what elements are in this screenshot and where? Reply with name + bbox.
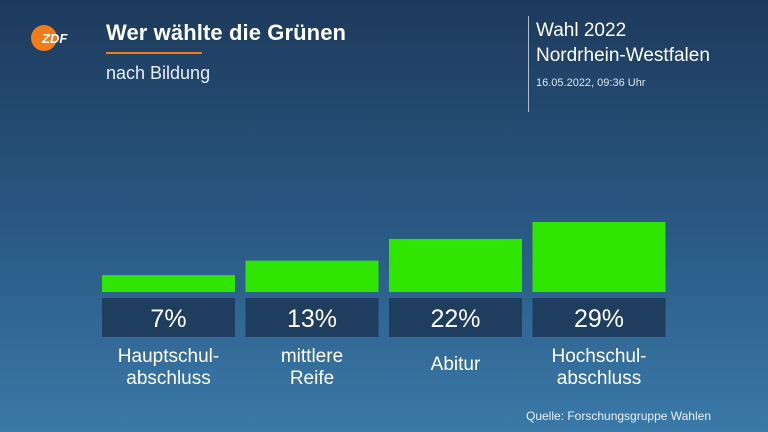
bar [102, 275, 235, 292]
election-name: Wahl 2022 [536, 20, 627, 41]
chart-subtitle: nach Bildung [106, 63, 211, 83]
value-label: 22% [430, 305, 480, 333]
bar [245, 260, 379, 292]
zdf-logo: ZDF [31, 25, 68, 51]
value-label-box [102, 298, 235, 337]
logo-text: ZDF [41, 31, 68, 46]
header-divider [528, 16, 529, 112]
category-label: abschluss [126, 368, 211, 389]
category-label: Reife [290, 368, 334, 389]
value-label-box [389, 298, 522, 337]
value-label: 7% [150, 305, 186, 333]
category-label: Hauptschul- [118, 346, 219, 367]
category-label: Abitur [431, 354, 481, 375]
bar [389, 238, 522, 292]
title-underline [106, 52, 202, 54]
value-label-box [245, 298, 379, 337]
timestamp: 16.05.2022, 09:36 Uhr [536, 77, 646, 89]
value-label: 29% [574, 305, 624, 333]
value-label: 13% [287, 305, 337, 333]
category-label: abschluss [557, 368, 642, 389]
category-label: mittlere [281, 346, 343, 367]
category-label: Hochschul- [551, 346, 646, 367]
bar [532, 222, 666, 292]
election-region: Nordrhein-Westfalen [536, 45, 710, 66]
value-label-box [532, 298, 666, 337]
chart-title: Wer wählte die Grünen [106, 20, 347, 45]
source-note: Quelle: Forschungsgruppe Wahlen [526, 409, 711, 423]
